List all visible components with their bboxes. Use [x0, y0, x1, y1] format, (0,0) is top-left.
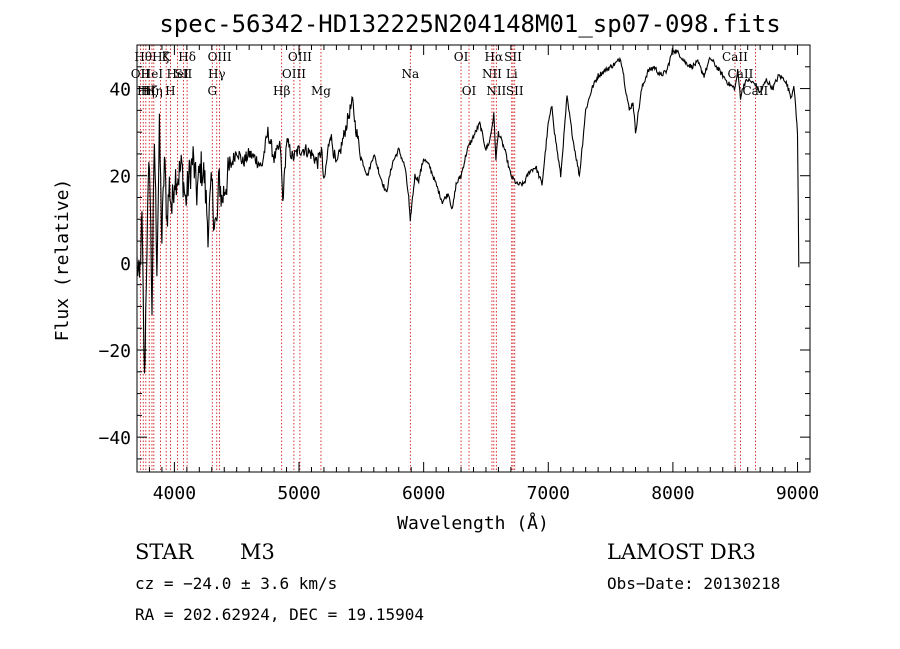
spectral-line-label: HeI: [166, 67, 189, 81]
spectral-line-label: NII: [486, 84, 506, 98]
x-axis-label: Wavelength (Å): [397, 512, 549, 534]
spectral-line-label: Na: [401, 67, 419, 81]
spectral-line-label: CaII: [742, 84, 768, 98]
spectral-line-label: CaII: [722, 50, 748, 64]
object-class: STAR: [135, 540, 194, 564]
plot-frame: [136, 44, 811, 473]
spectral-line-label: CaII: [728, 67, 754, 81]
spectral-line-labels: OIIHθHηHζHeIHηHζKHHeISIIHδGHγOIIIHβOIIIO…: [131, 50, 769, 98]
spectral-line-label: OI: [454, 50, 469, 64]
y-tick-label: 40: [109, 80, 131, 101]
spectral-line-label: Hη: [137, 84, 155, 98]
object-subclass: M3: [240, 540, 275, 564]
spectral-line-label: NII: [482, 67, 502, 81]
x-axis-ticks: 4000 5000 6000 7000 8000 9000: [136, 45, 819, 504]
spectral-line-label: HeI: [141, 67, 164, 81]
spectral-line-label: SII: [506, 84, 524, 98]
spectral-line-label: Hζ: [152, 50, 169, 64]
spectral-line-label: SII: [175, 67, 193, 81]
x-tick-label: 4000: [153, 483, 196, 504]
y-tick-label: −20: [98, 341, 131, 362]
y-axis-ticks: −40 −20 0 20 40: [98, 44, 810, 460]
y-tick-label: −40: [98, 428, 131, 449]
spectral-line-label: Hγ: [208, 67, 226, 81]
spectral-line-label: OIII: [282, 67, 306, 81]
spectral-line-label: H: [165, 84, 175, 98]
y-tick-label: 0: [120, 254, 131, 275]
obs-date: Obs−Date: 20130218: [607, 574, 780, 593]
spectral-line-label: OI: [462, 84, 477, 98]
spectral-line-label: Li: [506, 67, 518, 81]
spectral-line-label: Hζ: [141, 84, 158, 98]
spectral-line-label: K: [162, 50, 172, 64]
x-tick-label: 6000: [402, 483, 445, 504]
spectral-line-label: Hα: [485, 50, 504, 64]
survey-name: LAMOST DR3: [607, 540, 756, 564]
spectral-line-label: Hβ: [273, 84, 290, 98]
spectral-line-label: Mg: [311, 84, 331, 98]
x-tick-label: 8000: [651, 483, 694, 504]
spectral-line-label: Hη: [145, 84, 163, 98]
y-tick-label: 20: [109, 167, 131, 188]
spectral-line-label: OIII: [288, 50, 312, 64]
spectral-line-markers: [139, 45, 756, 472]
spectrum-line: [136, 47, 800, 374]
y-axis-label: Flux (relative): [52, 179, 73, 342]
x-tick-label: 7000: [527, 483, 570, 504]
coordinates-readout: RA = 202.62924, DEC = 19.15904: [135, 605, 424, 624]
x-tick-label: 9000: [776, 483, 819, 504]
spectral-line-label: SII: [504, 50, 522, 64]
x-tick-label: 5000: [277, 483, 320, 504]
chart-title: spec-56342-HD132225N204148M01_sp07-098.f…: [159, 10, 780, 38]
redshift-readout: cz = −24.0 ± 3.6 km/s: [135, 574, 337, 593]
spectral-line-label: OIII: [208, 50, 232, 64]
spectral-line-label: OII: [131, 67, 151, 81]
spectral-line-label: Hδ: [178, 50, 196, 64]
spectral-line-label: Hθ: [134, 50, 152, 64]
spectral-line-label: G: [207, 84, 217, 98]
